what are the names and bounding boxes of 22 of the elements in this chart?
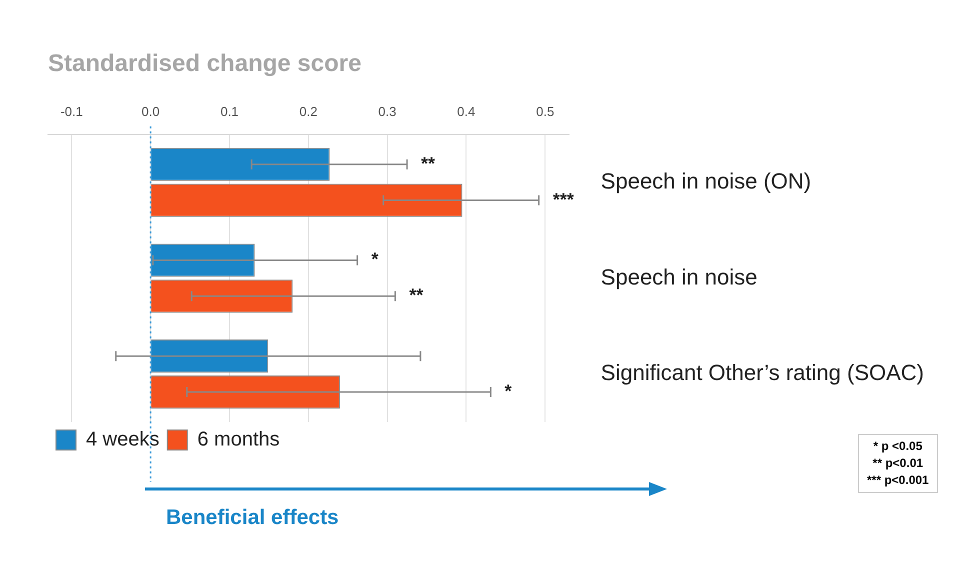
text: * p <0.05 <box>872 438 924 455</box>
annotation: * <box>504 381 512 402</box>
annotation: *** <box>552 189 574 210</box>
legend-label: 4 weeks <box>86 428 160 451</box>
x-tick-label: 0.3 <box>378 104 396 120</box>
annotation: ** <box>409 285 424 306</box>
x-tick-label: 0.1 <box>220 104 239 120</box>
legend-label: 6 months <box>197 428 280 451</box>
y-tick-label: Speech in noise <box>600 264 758 290</box>
text: Beneficial effects <box>166 506 339 530</box>
annotation: ** <box>421 153 436 174</box>
text: ** p<0.01 <box>872 455 924 472</box>
x-tick-label: 0.4 <box>457 104 476 120</box>
x-tick-label: 0.0 <box>142 104 160 120</box>
text: *** p<0.001 <box>867 472 929 489</box>
y-tick-label: Significant Other’s rating (SOAC) <box>600 360 924 386</box>
x-tick-label: -0.1 <box>60 104 83 120</box>
chart-title: Standardised change score <box>48 50 362 78</box>
annotation: * <box>371 249 378 270</box>
x-tick-label: 0.5 <box>536 104 554 120</box>
y-tick-label: Speech in noise (ON) <box>600 168 812 194</box>
x-tick-label: 0.2 <box>299 104 318 120</box>
